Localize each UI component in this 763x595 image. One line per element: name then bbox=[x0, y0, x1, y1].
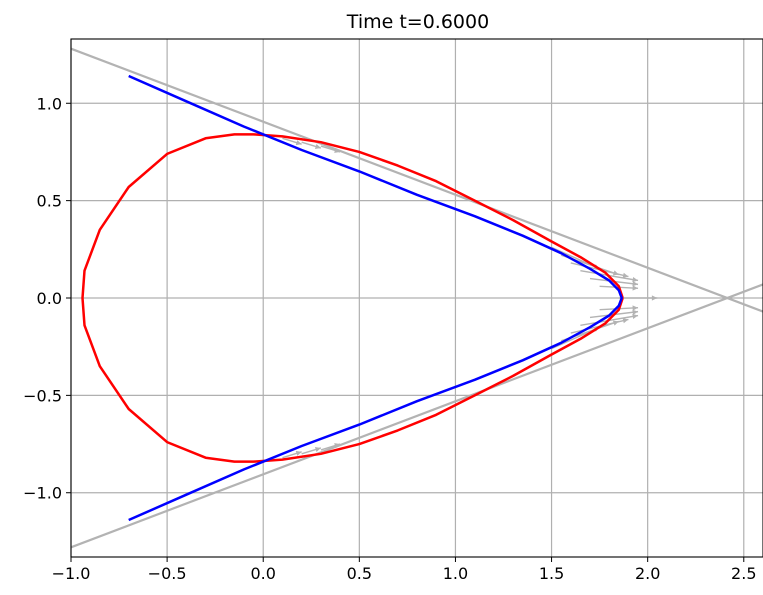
y-tick-label: −1.0 bbox=[23, 484, 62, 503]
y-tick-label: 1.0 bbox=[37, 94, 62, 113]
velocity-arrow bbox=[282, 137, 302, 146]
grey-upper-tangent-line bbox=[70, 47, 763, 313]
chart-title: Time t=0.6000 bbox=[346, 11, 489, 33]
velocity-arrow bbox=[618, 295, 658, 301]
velocity-arrow bbox=[320, 443, 341, 451]
axis-ticks: −1.0 −0.5 0.0 0.5 1.0 1.5 2.0 2.5 −1.0 −0.5 0.0 0.5… bbox=[23, 94, 756, 583]
y-tick-label: −0.5 bbox=[23, 386, 62, 405]
velocity-arrow bbox=[301, 447, 322, 455]
velocity-arrow bbox=[320, 145, 341, 153]
blue-curve-line bbox=[128, 74, 623, 522]
x-tick-label: 2.0 bbox=[635, 564, 660, 583]
velocity-arrow bbox=[301, 141, 322, 149]
x-tick-label: −0.5 bbox=[148, 564, 187, 583]
grid bbox=[70, 39, 763, 557]
tangent-lines bbox=[70, 47, 763, 549]
x-tick-label: 1.0 bbox=[443, 564, 468, 583]
y-tick-label: 0.5 bbox=[37, 192, 62, 211]
x-tick-label: 2.5 bbox=[731, 564, 756, 583]
x-tick-label: −1.0 bbox=[52, 564, 91, 583]
x-tick-label: 0.0 bbox=[250, 564, 275, 583]
x-tick-label: 0.5 bbox=[347, 564, 372, 583]
y-tick-label: 0.0 bbox=[37, 289, 62, 308]
velocity-arrow bbox=[282, 450, 302, 459]
x-tick-label: 1.5 bbox=[539, 564, 564, 583]
grey-lower-tangent-line bbox=[70, 283, 763, 549]
red-closed-curve-line bbox=[81, 133, 624, 463]
curves bbox=[81, 74, 624, 522]
